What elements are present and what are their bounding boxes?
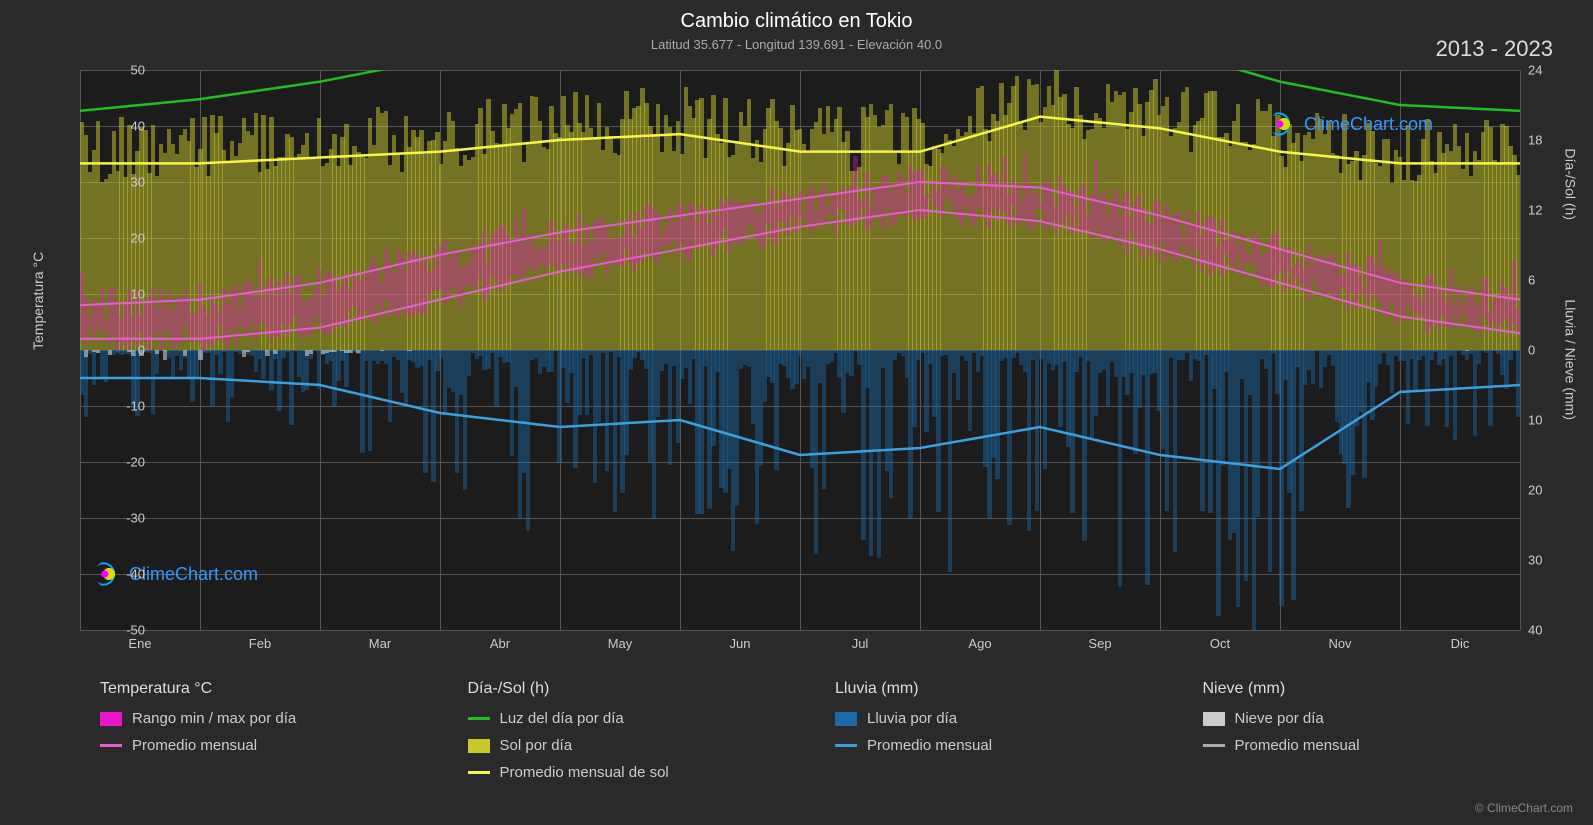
tick-x: Ago bbox=[968, 636, 991, 651]
legend-label: Promedio mensual bbox=[132, 737, 257, 754]
legend-item: Rango min / max por día bbox=[100, 710, 418, 727]
tick-right: 6 bbox=[1528, 273, 1535, 288]
legend-swatch bbox=[835, 744, 857, 747]
y-axis-right-bottom-label: Lluvia / Nieve (mm) bbox=[1563, 299, 1579, 420]
tick-left: 0 bbox=[105, 343, 145, 358]
tick-x: Oct bbox=[1210, 636, 1230, 651]
chart-subtitle: Latitud 35.677 - Longitud 139.691 - Elev… bbox=[0, 37, 1593, 52]
tick-x: Dic bbox=[1451, 636, 1470, 651]
legend-label: Promedio mensual de sol bbox=[500, 764, 669, 781]
legend-swatch bbox=[835, 712, 857, 726]
legend-item: Promedio mensual de sol bbox=[468, 764, 786, 781]
brand-text: ClimeChart.com bbox=[1304, 114, 1433, 135]
tick-x: Mar bbox=[369, 636, 391, 651]
legend-swatch bbox=[100, 712, 122, 726]
legend: Temperatura °C Rango min / max por día Pro… bbox=[100, 680, 1520, 791]
legend-group-title: Día-/Sol (h) bbox=[468, 680, 786, 698]
tick-right: 40 bbox=[1528, 623, 1542, 638]
copyright: © ClimeChart.com bbox=[1475, 801, 1573, 815]
legend-item: Luz del día por día bbox=[468, 710, 786, 727]
tick-x: Jun bbox=[730, 636, 751, 651]
tick-x: May bbox=[608, 636, 633, 651]
legend-label: Promedio mensual bbox=[1235, 737, 1360, 754]
legend-label: Sol por día bbox=[500, 737, 573, 754]
tick-x: Ene bbox=[128, 636, 151, 651]
legend-item: Promedio mensual bbox=[835, 737, 1153, 754]
tick-x: Abr bbox=[490, 636, 510, 651]
tick-right: 30 bbox=[1528, 553, 1542, 568]
legend-item: Lluvia por día bbox=[835, 710, 1153, 727]
legend-swatch bbox=[1203, 712, 1225, 726]
legend-item: Promedio mensual bbox=[100, 737, 418, 754]
tick-left: 30 bbox=[105, 175, 145, 190]
tick-left: 10 bbox=[105, 287, 145, 302]
legend-swatch bbox=[1203, 744, 1225, 747]
y-axis-right-top-label: Día-/Sol (h) bbox=[1563, 148, 1579, 220]
legend-label: Lluvia por día bbox=[867, 710, 957, 727]
chart-plot-area bbox=[80, 70, 1520, 630]
brand-text: ClimeChart.com bbox=[129, 564, 258, 585]
legend-label: Rango min / max por día bbox=[132, 710, 296, 727]
plot-background bbox=[80, 70, 1520, 630]
legend-group: Día-/Sol (h) Luz del día por día Sol por d… bbox=[468, 680, 786, 791]
legend-label: Luz del día por día bbox=[500, 710, 624, 727]
tick-right: 12 bbox=[1528, 203, 1542, 218]
legend-item: Promedio mensual bbox=[1203, 737, 1521, 754]
chart-title: Cambio climático en Tokio bbox=[0, 0, 1593, 33]
tick-left: -30 bbox=[105, 511, 145, 526]
tick-right: 0 bbox=[1528, 343, 1535, 358]
year-range: 2013 - 2023 bbox=[1436, 36, 1553, 62]
tick-x: Jul bbox=[852, 636, 869, 651]
legend-group-title: Lluvia (mm) bbox=[835, 680, 1153, 698]
legend-swatch bbox=[100, 744, 122, 747]
legend-item: Sol por día bbox=[468, 737, 786, 754]
legend-item: Nieve por día bbox=[1203, 710, 1521, 727]
tick-left: 50 bbox=[105, 63, 145, 78]
legend-group-title: Nieve (mm) bbox=[1203, 680, 1521, 698]
legend-group-title: Temperatura °C bbox=[100, 680, 418, 698]
legend-label: Promedio mensual bbox=[867, 737, 992, 754]
legend-group: Lluvia (mm) Lluvia por día Promedio mensua… bbox=[835, 680, 1153, 791]
tick-left: 40 bbox=[105, 119, 145, 134]
tick-right: 20 bbox=[1528, 483, 1542, 498]
tick-x: Nov bbox=[1328, 636, 1351, 651]
tick-x: Sep bbox=[1088, 636, 1111, 651]
y-axis-left-label: Temperatura °C bbox=[30, 252, 46, 350]
legend-group: Nieve (mm) Nieve por día Promedio mensual bbox=[1203, 680, 1521, 791]
tick-x: Feb bbox=[249, 636, 271, 651]
tick-left: -10 bbox=[105, 399, 145, 414]
tick-left: -20 bbox=[105, 455, 145, 470]
legend-group: Temperatura °C Rango min / max por día Pro… bbox=[100, 680, 418, 791]
tick-right: 24 bbox=[1528, 63, 1542, 78]
logo-icon bbox=[1270, 110, 1298, 138]
legend-label: Nieve por día bbox=[1235, 710, 1324, 727]
legend-swatch bbox=[468, 739, 490, 753]
tick-right: 10 bbox=[1528, 413, 1542, 428]
tick-left: 20 bbox=[105, 231, 145, 246]
brand-logo-top: ClimeChart.com bbox=[1270, 110, 1433, 138]
legend-swatch bbox=[468, 717, 490, 720]
tick-left: -40 bbox=[105, 567, 145, 582]
legend-swatch bbox=[468, 771, 490, 774]
tick-right: 18 bbox=[1528, 133, 1542, 148]
